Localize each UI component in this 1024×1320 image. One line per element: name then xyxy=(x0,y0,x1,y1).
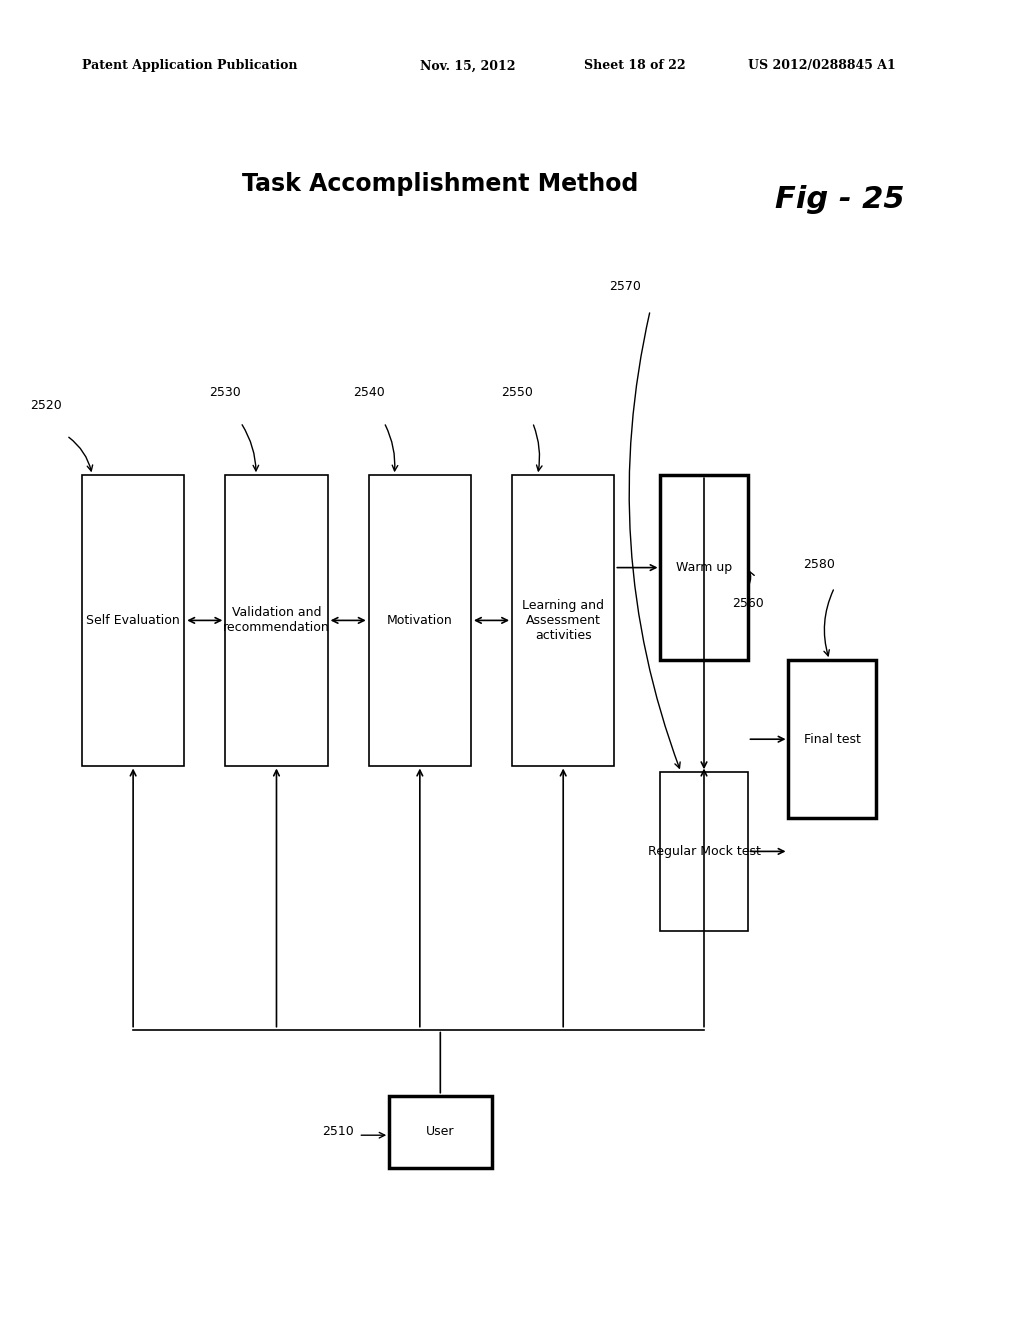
Text: 2510: 2510 xyxy=(322,1125,354,1138)
FancyBboxPatch shape xyxy=(660,772,748,931)
Text: Regular Mock test: Regular Mock test xyxy=(647,845,761,858)
Text: 2580: 2580 xyxy=(803,557,836,570)
Text: Task Accomplishment Method: Task Accomplishment Method xyxy=(242,172,639,195)
FancyBboxPatch shape xyxy=(389,1096,492,1168)
Text: US 2012/0288845 A1: US 2012/0288845 A1 xyxy=(748,59,895,73)
Text: Warm up: Warm up xyxy=(676,561,732,574)
Text: Final test: Final test xyxy=(804,733,860,746)
Text: Nov. 15, 2012: Nov. 15, 2012 xyxy=(420,59,515,73)
Text: 2540: 2540 xyxy=(352,385,385,399)
Text: Validation and
recommendation: Validation and recommendation xyxy=(223,606,330,635)
Text: User: User xyxy=(426,1126,455,1138)
Text: 2560: 2560 xyxy=(731,597,764,610)
FancyBboxPatch shape xyxy=(788,660,876,818)
Text: Learning and
Assessment
activities: Learning and Assessment activities xyxy=(522,599,604,642)
FancyBboxPatch shape xyxy=(225,475,328,766)
FancyBboxPatch shape xyxy=(512,475,614,766)
Text: 2520: 2520 xyxy=(30,399,62,412)
Text: 2530: 2530 xyxy=(209,385,242,399)
Text: Sheet 18 of 22: Sheet 18 of 22 xyxy=(584,59,685,73)
Text: Self Evaluation: Self Evaluation xyxy=(86,614,180,627)
FancyBboxPatch shape xyxy=(82,475,184,766)
Text: 2550: 2550 xyxy=(501,385,534,399)
Text: Patent Application Publication: Patent Application Publication xyxy=(82,59,297,73)
Text: 2570: 2570 xyxy=(608,280,641,293)
Text: Fig - 25: Fig - 25 xyxy=(775,185,904,214)
Text: Motivation: Motivation xyxy=(387,614,453,627)
FancyBboxPatch shape xyxy=(660,475,748,660)
FancyBboxPatch shape xyxy=(369,475,471,766)
